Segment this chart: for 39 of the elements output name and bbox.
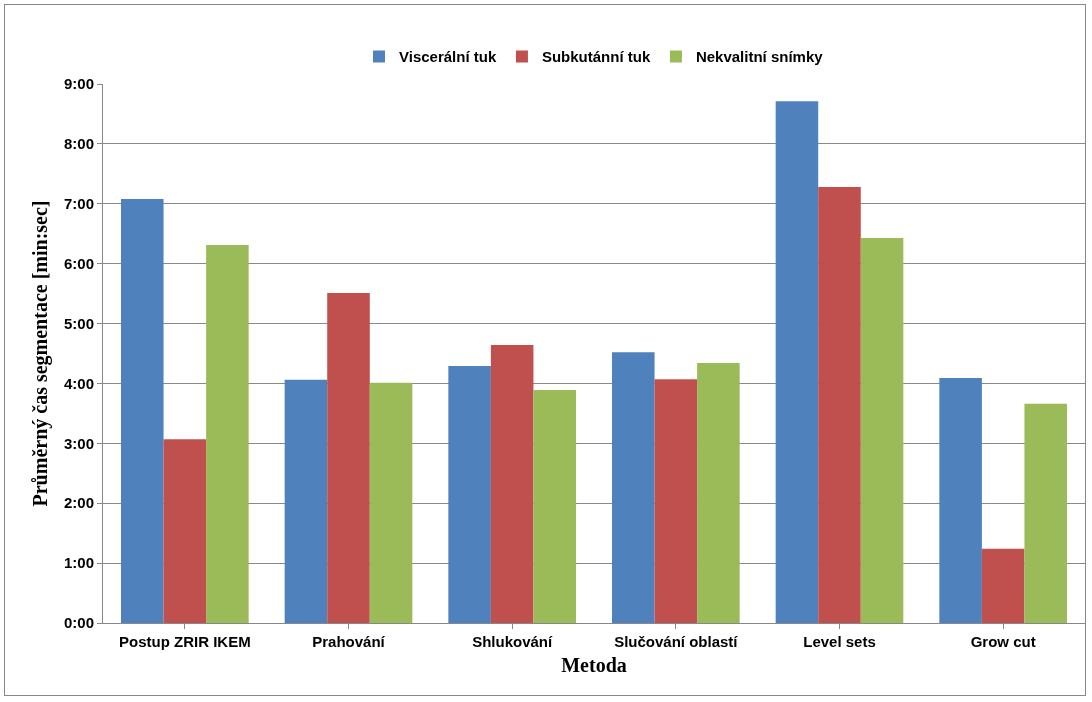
bar — [981, 548, 1025, 623]
bar — [612, 352, 655, 623]
y-tick-label: 1:00 — [63, 554, 94, 572]
bar — [206, 245, 249, 623]
bar — [654, 379, 698, 623]
y-tick-label: 3:00 — [63, 434, 94, 452]
y-tick-label: 2:00 — [63, 494, 94, 512]
bar — [284, 379, 328, 623]
y-tick-label: 8:00 — [63, 135, 94, 153]
bar — [448, 366, 491, 623]
x-tick-label: Grow cut — [970, 633, 1036, 650]
y-tick-label: 4:00 — [63, 374, 94, 392]
y-tick-label: 5:00 — [63, 314, 94, 332]
x-tick-label: Prahování — [312, 633, 386, 650]
y-tick-label: 6:00 — [63, 254, 94, 272]
bar — [775, 101, 819, 623]
bar — [490, 345, 534, 623]
y-tick-label: 7:00 — [63, 195, 94, 213]
bar — [860, 237, 904, 623]
y-axis-title: Průměrný čas segmentace [min:sec] — [29, 200, 53, 507]
x-tick-label: Shlukování — [472, 633, 553, 650]
y-tick-label: 0:00 — [63, 614, 94, 632]
bar — [533, 390, 576, 623]
x-tick-label: Postup ZRIR IKEM — [118, 633, 251, 650]
bar — [369, 382, 413, 623]
bar — [939, 378, 982, 623]
bar — [327, 293, 370, 623]
x-axis-title: Metoda — [561, 653, 627, 676]
legend-label: Nekvalitní snímky — [695, 48, 824, 66]
x-tick-label: Slučování oblastí — [614, 633, 739, 650]
y-tick-label: 9:00 — [63, 75, 94, 93]
bar — [818, 187, 861, 623]
legend-label: Viscerální tuk — [399, 48, 497, 66]
legend-label: Subkutánní tuk — [541, 48, 651, 66]
bar — [697, 363, 740, 623]
bar — [121, 198, 164, 623]
bar — [163, 439, 207, 623]
bar — [1024, 403, 1067, 623]
x-tick-label: Level sets — [803, 633, 876, 650]
